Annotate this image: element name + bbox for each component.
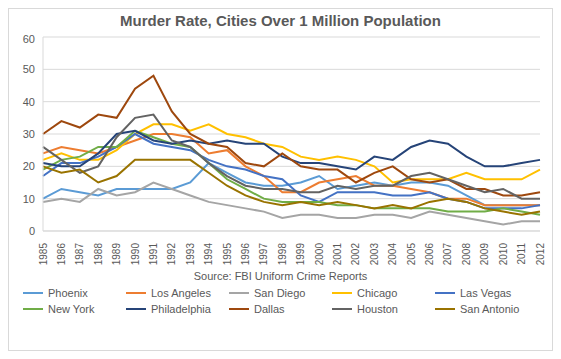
svg-text:1988: 1988 — [93, 243, 104, 265]
svg-text:1993: 1993 — [185, 243, 196, 265]
svg-text:30: 30 — [23, 128, 35, 140]
svg-text:0: 0 — [29, 225, 35, 237]
html-text:Philadelphia: Philadelphia — [151, 303, 211, 315]
svg-text:20: 20 — [23, 160, 35, 172]
svg-text:1990: 1990 — [130, 243, 141, 265]
svg-text:2012: 2012 — [535, 243, 546, 265]
svg-text:2011: 2011 — [516, 243, 527, 265]
html-text:Las Vegas: Las Vegas — [460, 287, 512, 299]
svg-text:2004: 2004 — [387, 243, 398, 265]
svg-text:1998: 1998 — [277, 243, 288, 265]
svg-text:40: 40 — [23, 96, 35, 108]
html-text:San Antonio: San Antonio — [460, 303, 520, 315]
html-text:New York: New York — [48, 303, 95, 315]
svg-text:2003: 2003 — [369, 243, 380, 265]
svg-text:2005: 2005 — [406, 243, 417, 265]
html-text:San Diego: San Diego — [254, 287, 306, 299]
svg-text:1997: 1997 — [258, 243, 269, 265]
svg-text:2006: 2006 — [424, 243, 435, 265]
html-text:Los Angeles: Los Angeles — [151, 287, 211, 299]
svg-text:2008: 2008 — [461, 243, 472, 265]
html-text:Phoenix: Phoenix — [48, 287, 88, 299]
svg-text:1985: 1985 — [38, 243, 49, 265]
svg-text:2000: 2000 — [314, 243, 325, 265]
svg-text:1991: 1991 — [148, 243, 159, 265]
html-text:Houston: Houston — [357, 303, 398, 315]
svg-text:2009: 2009 — [479, 243, 490, 265]
html-text:Dallas: Dallas — [254, 303, 285, 315]
svg-text:1994: 1994 — [203, 243, 214, 265]
svg-text:1989: 1989 — [111, 243, 122, 265]
svg-text:1996: 1996 — [240, 243, 251, 265]
svg-text:50: 50 — [23, 63, 35, 75]
svg-text:60: 60 — [23, 33, 35, 45]
svg-text:2007: 2007 — [442, 243, 453, 265]
svg-text:10: 10 — [23, 193, 35, 205]
svg-text:1999: 1999 — [295, 243, 306, 265]
html-text:Chicago: Chicago — [357, 287, 398, 299]
html-text:Source: FBI Uniform Crime Repo: Source: FBI Uniform Crime Reports — [193, 270, 368, 282]
html-text:Murder Rate, Cities Over 1 Mil: Murder Rate, Cities Over 1 Million Popul… — [120, 12, 441, 29]
svg-text:2010: 2010 — [498, 243, 509, 265]
svg-text:1995: 1995 — [222, 243, 233, 265]
svg-text:2002: 2002 — [350, 243, 361, 265]
svg-text:2001: 2001 — [332, 243, 343, 265]
svg-text:1986: 1986 — [56, 243, 67, 265]
svg-text:1992: 1992 — [166, 243, 177, 265]
svg-text:1987: 1987 — [74, 243, 85, 265]
